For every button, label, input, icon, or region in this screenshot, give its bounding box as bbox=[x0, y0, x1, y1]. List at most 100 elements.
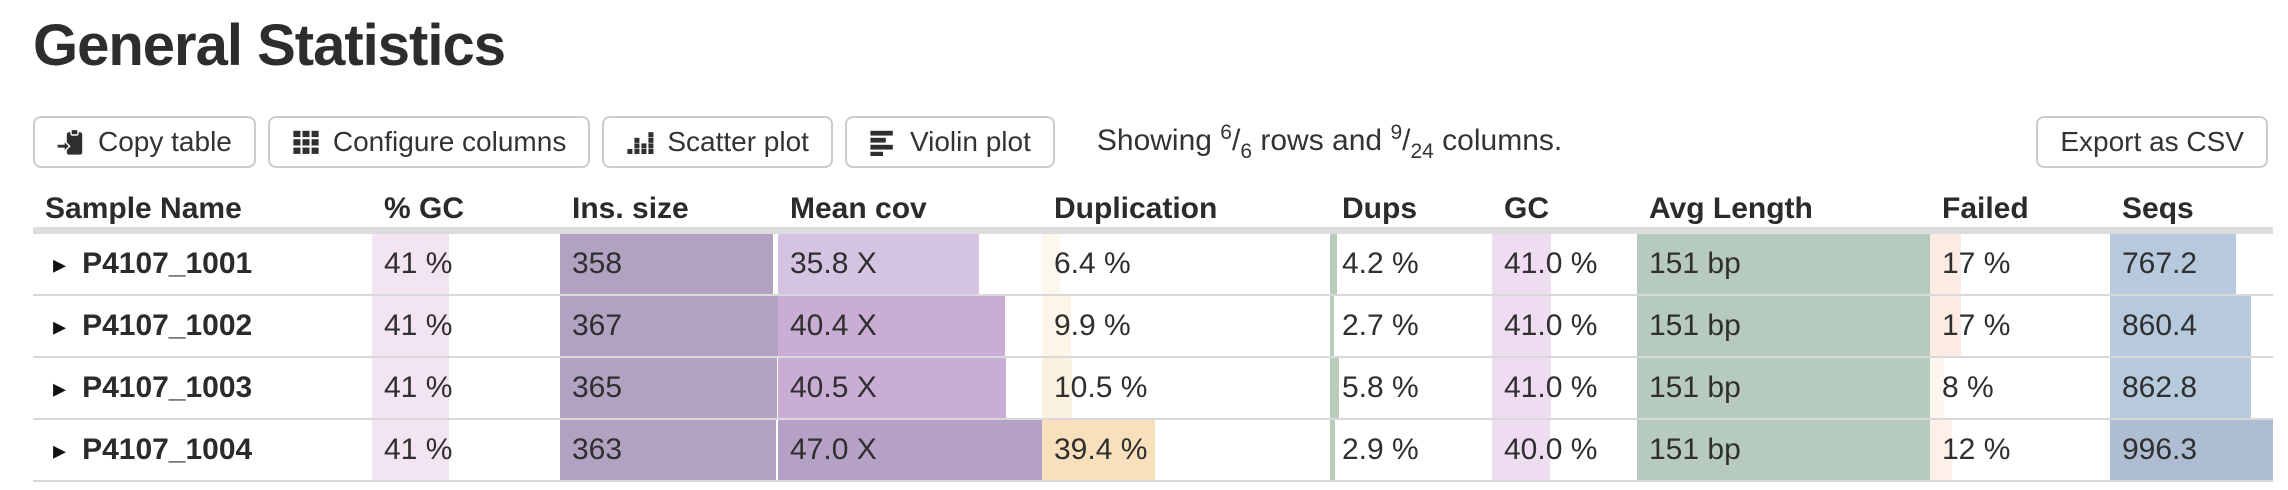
cell-bar bbox=[560, 296, 778, 356]
copy-table-button[interactable]: Copy table bbox=[33, 116, 256, 168]
cell-bar bbox=[2110, 358, 2252, 418]
column-header-mean-cov[interactable]: Mean cov bbox=[790, 191, 927, 225]
cell-bar bbox=[372, 420, 450, 480]
cell-bar bbox=[1637, 420, 1930, 480]
data-cell-seqs: 860.4 bbox=[2110, 296, 2273, 356]
cell-bar bbox=[560, 420, 776, 480]
data-cell-avg-length: 151 bp bbox=[1637, 296, 1930, 356]
column-header-ins-size[interactable]: Ins. size bbox=[572, 191, 689, 225]
header-row: Sample Name % GC Ins. size Mean cov Dupl… bbox=[33, 190, 2273, 234]
expand-caret-icon[interactable]: ▸ bbox=[53, 311, 67, 341]
expand-caret-icon[interactable]: ▸ bbox=[53, 373, 67, 403]
data-cell-failed: 12 % bbox=[1930, 420, 2110, 480]
cell-bar bbox=[560, 234, 773, 294]
cell-bar bbox=[2110, 420, 2273, 480]
data-cell-gc: 41.0 % bbox=[1492, 296, 1637, 356]
grid-icon bbox=[292, 128, 320, 156]
cell-bar bbox=[1042, 358, 1073, 418]
export-csv-label: Export as CSV bbox=[2060, 126, 2244, 157]
data-cell-ins-size: 367 bbox=[560, 296, 778, 356]
column-header-failed[interactable]: Failed bbox=[1942, 191, 2029, 225]
data-cell-seqs: 767.2 bbox=[2110, 234, 2273, 294]
data-cell-avg-length: 151 bp bbox=[1637, 358, 1930, 418]
sample-cell[interactable]: ▸ P4107_1003 bbox=[33, 358, 372, 418]
table-row: ▸ P4107_1003 41 % 365 40.5 X 10.5 % 5.8 … bbox=[33, 358, 2273, 420]
cell-bar bbox=[560, 358, 777, 418]
cell-bar bbox=[1930, 420, 1952, 480]
cell-bar bbox=[1637, 358, 1930, 418]
data-cell-duplication: 9.9 % bbox=[1042, 296, 1330, 356]
sample-cell[interactable]: ▸ P4107_1004 bbox=[33, 420, 372, 480]
data-cell-failed: 17 % bbox=[1930, 234, 2110, 294]
data-cell-mean-cov: 35.8 X bbox=[778, 234, 1042, 294]
data-cell-gc: 40.0 % bbox=[1492, 420, 1637, 480]
cell-bar bbox=[372, 358, 450, 418]
cell-bar bbox=[778, 358, 1006, 418]
data-cell-duplication: 6.4 % bbox=[1042, 234, 1330, 294]
data-cell-dups: 2.9 % bbox=[1330, 420, 1492, 480]
cell-bar bbox=[1930, 358, 1945, 418]
column-header-seqs[interactable]: Seqs bbox=[2122, 191, 2194, 225]
data-cell-pct-gc: 41 % bbox=[372, 358, 560, 418]
configure-columns-button[interactable]: Configure columns bbox=[267, 116, 591, 168]
cell-bar bbox=[1330, 234, 1337, 294]
cell-bar bbox=[1637, 296, 1930, 356]
column-header-gc[interactable]: GC bbox=[1504, 191, 1549, 225]
data-cell-dups: 5.8 % bbox=[1330, 358, 1492, 418]
column-header-sample-name[interactable]: Sample Name bbox=[45, 191, 242, 225]
cell-bar bbox=[1330, 296, 1335, 356]
data-cell-seqs: 996.3 bbox=[2110, 420, 2273, 480]
expand-caret-icon[interactable]: ▸ bbox=[53, 249, 67, 279]
sample-name: P4107_1001 bbox=[82, 247, 253, 280]
sample-cell[interactable]: ▸ P4107_1002 bbox=[33, 296, 372, 356]
data-cell-dups: 2.7 % bbox=[1330, 296, 1492, 356]
cell-bar bbox=[2110, 234, 2236, 294]
violin-plot-button[interactable]: Violin plot bbox=[844, 116, 1055, 168]
data-cell-avg-length: 151 bp bbox=[1637, 420, 1930, 480]
sample-name: P4107_1003 bbox=[82, 371, 253, 404]
table-row: ▸ P4107_1004 41 % 363 47.0 X 39.4 % 2.9 … bbox=[33, 420, 2273, 482]
export-csv-button[interactable]: Export as CSV bbox=[2036, 116, 2268, 168]
data-cell-duplication: 39.4 % bbox=[1042, 420, 1330, 480]
rows-total-count: 6 bbox=[1240, 139, 1253, 163]
table-row: ▸ P4107_1002 41 % 367 40.4 X 9.9 % 2.7 %… bbox=[33, 296, 2273, 358]
general-statistics-table: Sample Name % GC Ins. size Mean cov Dupl… bbox=[33, 190, 2273, 482]
cell-bar bbox=[778, 420, 1042, 480]
column-header-dups[interactable]: Dups bbox=[1342, 191, 1417, 225]
scatter-plot-button[interactable]: Scatter plot bbox=[602, 116, 833, 168]
cell-bar bbox=[1492, 296, 1552, 356]
cell-bar bbox=[1330, 420, 1335, 480]
configure-columns-label: Configure columns bbox=[332, 126, 567, 157]
scatter-plot-label: Scatter plot bbox=[667, 126, 809, 157]
cell-bar bbox=[372, 296, 450, 356]
cell-bar bbox=[1492, 358, 1552, 418]
table-toolbar: Copy table Configure columns bbox=[33, 116, 2272, 168]
sample-name: P4107_1004 bbox=[82, 433, 253, 466]
rows-shown-count: 6 bbox=[1220, 120, 1232, 144]
data-cell-failed: 8 % bbox=[1930, 358, 2110, 418]
column-header-avg-length[interactable]: Avg Length bbox=[1649, 191, 1813, 225]
sample-name: P4107_1002 bbox=[82, 309, 253, 342]
data-cell-ins-size: 363 bbox=[560, 420, 778, 480]
cell-bar bbox=[1637, 234, 1930, 294]
column-header-duplication[interactable]: Duplication bbox=[1054, 191, 1218, 225]
table-row: ▸ P4107_1001 41 % 358 35.8 X 6.4 % 4.2 %… bbox=[33, 234, 2273, 296]
column-header-pct-gc[interactable]: % GC bbox=[384, 191, 465, 225]
cell-bar bbox=[2110, 296, 2251, 356]
copy-table-label: Copy table bbox=[98, 126, 232, 157]
sample-cell[interactable]: ▸ P4107_1001 bbox=[33, 234, 372, 294]
showing-summary: Showing 6/6 rows and 9/24 columns. bbox=[1096, 120, 1563, 163]
cell-bar bbox=[1492, 234, 1552, 294]
cell-bar bbox=[1492, 420, 1550, 480]
cols-shown-count: 9 bbox=[1390, 120, 1403, 144]
cell-bar bbox=[1042, 420, 1156, 480]
data-cell-seqs: 862.8 bbox=[2110, 358, 2273, 418]
expand-caret-icon[interactable]: ▸ bbox=[53, 435, 67, 465]
cell-bar bbox=[1330, 358, 1340, 418]
cell-bar bbox=[1930, 234, 1961, 294]
cell-bar bbox=[372, 234, 450, 294]
data-cell-dups: 4.2 % bbox=[1330, 234, 1492, 294]
page-title: General Statistics bbox=[33, 13, 506, 78]
cell-bar bbox=[1042, 234, 1061, 294]
